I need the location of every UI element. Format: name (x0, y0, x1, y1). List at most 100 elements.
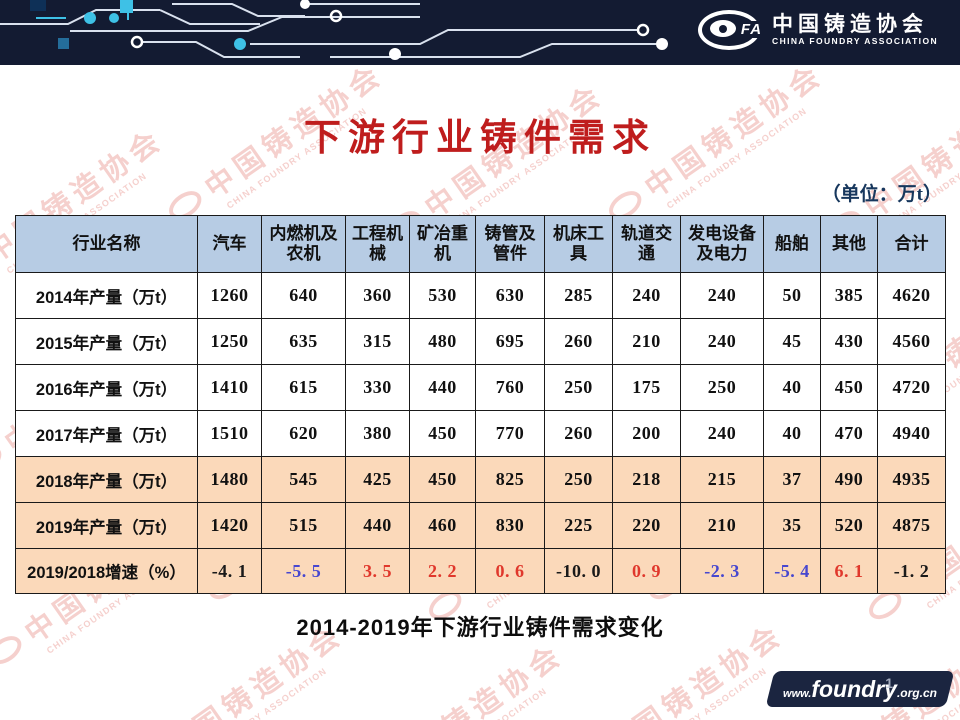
column-header: 铸管及管件 (475, 215, 545, 273)
value-cell: 515 (261, 502, 346, 549)
value-cell: 770 (475, 410, 545, 457)
logo-name-cn: 中国铸造协会 (772, 13, 929, 37)
value-cell: 285 (544, 272, 613, 319)
column-header: 行业名称 (15, 215, 198, 273)
value-cell: 450 (820, 364, 878, 411)
value-cell: 520 (820, 502, 878, 549)
growth-value-cell: -1. 2 (877, 548, 946, 594)
growth-value-cell: 0. 9 (612, 548, 681, 594)
value-cell: 4875 (877, 502, 946, 549)
value-cell: 450 (409, 410, 476, 457)
value-cell: 260 (544, 318, 613, 365)
value-cell: 615 (261, 364, 346, 411)
row-label: 2015年产量（万t） (15, 318, 198, 365)
column-header: 其他 (820, 215, 878, 273)
growth-value-cell: -10. 0 (544, 548, 613, 594)
value-cell: 450 (409, 456, 476, 503)
value-cell: 50 (763, 272, 821, 319)
value-cell: 530 (409, 272, 476, 319)
row-label: 2017年产量（万t） (15, 410, 198, 457)
growth-row: 2019/2018增速（%） -4. 1 -5. 5 3. 5 2. 2 0. 6 -10.… (15, 548, 946, 594)
value-cell: 825 (475, 456, 545, 503)
column-header: 工程机械 (345, 215, 410, 273)
growth-value-cell: 0. 6 (475, 548, 545, 594)
column-header: 合计 (877, 215, 946, 273)
value-cell: 4935 (877, 456, 946, 503)
page-number: 1 (885, 675, 893, 691)
growth-value-cell: -2. 3 (680, 548, 764, 594)
row-label: 2019年产量（万t） (15, 502, 198, 549)
value-cell: 460 (409, 502, 476, 549)
value-cell: 620 (261, 410, 346, 457)
table-body: 2014年产量（万t） 1260 640 360 530 630 285 240 240 50 38… (15, 272, 946, 594)
value-cell: 210 (680, 502, 764, 549)
footer-url-badge: www. foundry .org.cn (765, 671, 955, 707)
row-label: 2016年产量（万t） (15, 364, 198, 411)
value-cell: 175 (612, 364, 681, 411)
value-cell: 425 (345, 456, 410, 503)
logo-name-en: CHINA FOUNDRY ASSOCIATION (772, 36, 938, 47)
value-cell: 240 (680, 318, 764, 365)
value-cell: 545 (261, 456, 346, 503)
value-cell: 220 (612, 502, 681, 549)
column-header: 内燃机及农机 (261, 215, 346, 273)
value-cell: 250 (544, 456, 613, 503)
growth-value-cell: 6. 1 (820, 548, 878, 594)
value-cell: 380 (345, 410, 410, 457)
value-cell: 218 (612, 456, 681, 503)
value-cell: 1480 (197, 456, 262, 503)
value-cell: 1260 (197, 272, 262, 319)
value-cell: 360 (345, 272, 410, 319)
value-cell: 240 (680, 410, 764, 457)
value-cell: 4940 (877, 410, 946, 457)
value-cell: 1510 (197, 410, 262, 457)
value-cell: 695 (475, 318, 545, 365)
row-label: 2019/2018增速（%） (15, 548, 198, 594)
table-row: 2018年产量（万t） 1480 545 425 450 825 250 218 215 37 49… (15, 456, 946, 503)
value-cell: 1410 (197, 364, 262, 411)
value-cell: 1420 (197, 502, 262, 549)
table-row: 2019年产量（万t） 1420 515 440 460 830 225 220 210 35 52… (15, 502, 946, 549)
column-header: 发电设备及电力 (680, 215, 764, 273)
row-label: 2018年产量（万t） (15, 456, 198, 503)
value-cell: 490 (820, 456, 878, 503)
top-banner: FA 中国铸造协会 CHINA FOUNDRY ASSOCIATION (0, 0, 960, 65)
table-row: 2016年产量（万t） 1410 615 330 440 760 250 175 250 40 45… (15, 364, 946, 411)
value-cell: 260 (544, 410, 613, 457)
footer-url-main: foundry (811, 676, 897, 702)
value-cell: 45 (763, 318, 821, 365)
value-cell: 385 (820, 272, 878, 319)
value-cell: 240 (680, 272, 764, 319)
value-cell: 250 (544, 364, 613, 411)
value-cell: 240 (612, 272, 681, 319)
cfa-logo: FA 中国铸造协会 CHINA FOUNDRY ASSOCIATION (697, 9, 938, 51)
value-cell: 430 (820, 318, 878, 365)
column-header: 轨道交通 (612, 215, 681, 273)
footer-url-suffix: .org.cn (896, 686, 937, 700)
column-header: 船舶 (763, 215, 821, 273)
value-cell: 630 (475, 272, 545, 319)
cfa-logo-icon: FA (697, 9, 765, 51)
value-cell: 760 (475, 364, 545, 411)
value-cell: 4560 (877, 318, 946, 365)
value-cell: 440 (345, 502, 410, 549)
value-cell: 250 (680, 364, 764, 411)
column-header: 矿冶重机 (409, 215, 476, 273)
column-header: 机床工具 (544, 215, 613, 273)
slide-content: 下游行业铸件需求 （单位：万t） 行业名称 汽车 内燃机及农机 工程机械 矿冶重机 铸管及… (0, 65, 960, 720)
value-cell: 440 (409, 364, 476, 411)
column-header: 汽车 (197, 215, 262, 273)
logo-fa-letters: FA (738, 21, 765, 38)
value-cell: 480 (409, 318, 476, 365)
value-cell: 315 (345, 318, 410, 365)
growth-value-cell: 3. 5 (345, 548, 410, 594)
value-cell: 1250 (197, 318, 262, 365)
value-cell: 640 (261, 272, 346, 319)
row-label: 2014年产量（万t） (15, 272, 198, 319)
growth-value-cell: 2. 2 (409, 548, 476, 594)
table-row: 2014年产量（万t） 1260 640 360 530 630 285 240 240 50 38… (15, 272, 946, 319)
value-cell: 40 (763, 410, 821, 457)
value-cell: 40 (763, 364, 821, 411)
value-cell: 635 (261, 318, 346, 365)
